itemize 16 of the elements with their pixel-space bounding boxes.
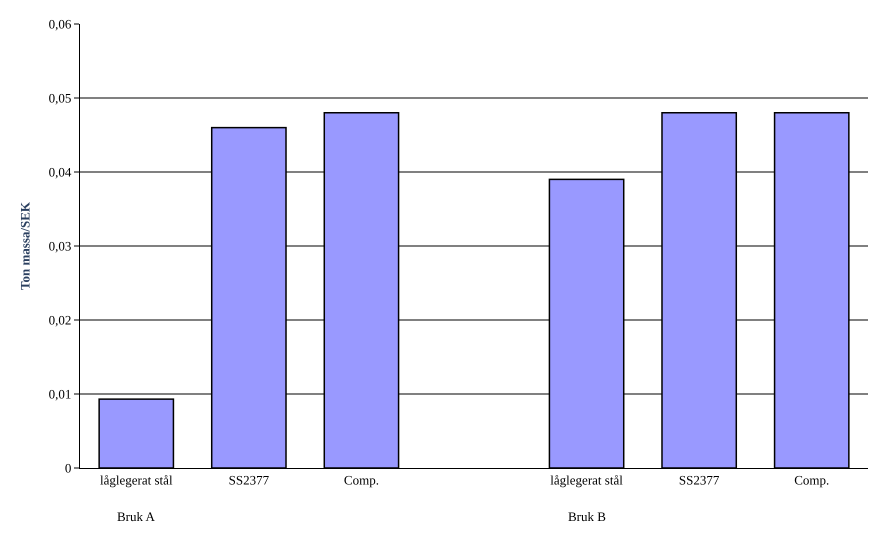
- y-tick-label: 0: [64, 460, 72, 476]
- y-tick-label: 0,04: [48, 164, 72, 180]
- x-tick-label: Comp.: [344, 472, 379, 488]
- y-tick-label: 0,06: [48, 16, 72, 32]
- y-tick-label: 0,01: [48, 386, 72, 402]
- x-tick-label: SS2377: [678, 472, 720, 488]
- x-tick-label: låglegerat stål: [550, 472, 624, 488]
- y-tick-label: 0,05: [48, 90, 72, 106]
- text: Bruk A: [117, 509, 156, 524]
- x-tick-label: SS2377: [228, 472, 270, 488]
- x-tick-label: Comp.: [794, 472, 830, 488]
- text: Bruk B: [568, 509, 606, 524]
- x-tick-label: låglegerat stål: [100, 472, 173, 488]
- y-axis-title: Ton massa/SEK: [18, 201, 33, 290]
- y-tick-label: 0,03: [48, 238, 72, 254]
- y-tick-label: 0,02: [48, 312, 72, 328]
